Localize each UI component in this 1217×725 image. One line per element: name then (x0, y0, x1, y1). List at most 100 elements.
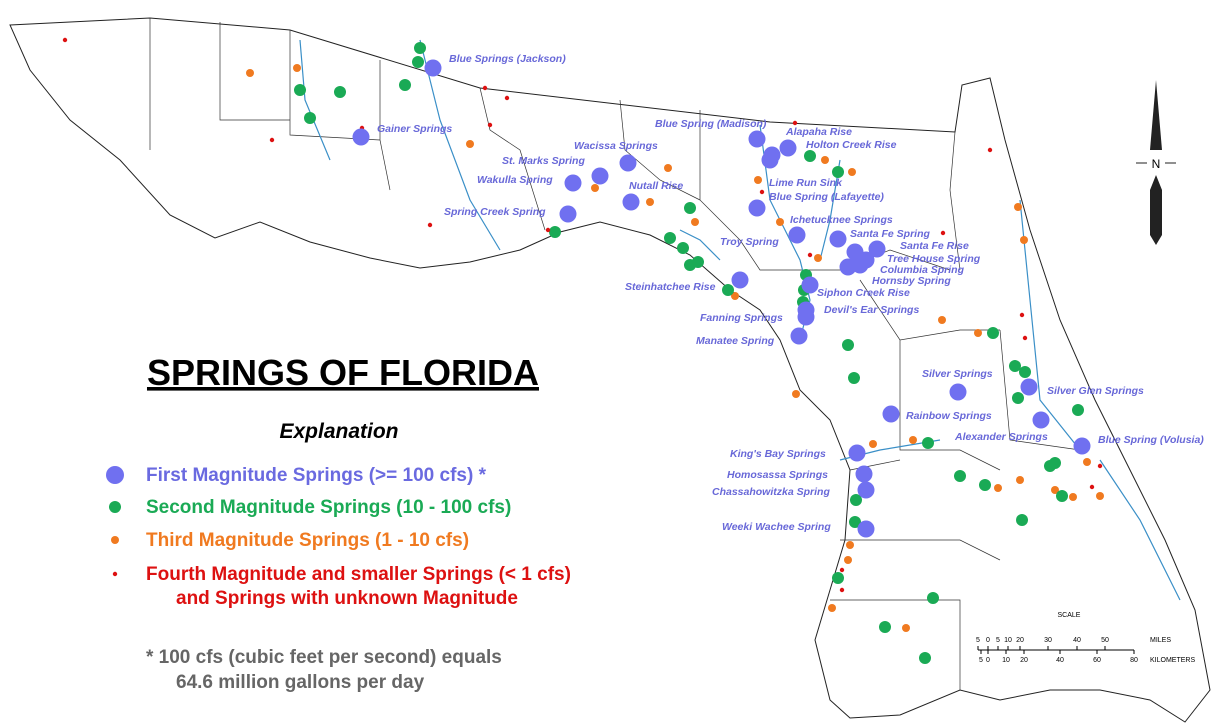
scale-label: 5 (979, 657, 983, 664)
first-magnitude-spring (564, 174, 582, 192)
spring-marker (664, 164, 672, 172)
spring-marker (848, 168, 856, 176)
spring-marker (1016, 476, 1024, 484)
spring-marker (1019, 366, 1031, 378)
spring-marker (1049, 457, 1061, 469)
legend-symbol (112, 571, 118, 577)
spring-marker (922, 437, 934, 449)
first-magnitude-spring (619, 154, 637, 172)
spring-marker (842, 339, 854, 351)
scale-label: 40 (1073, 637, 1081, 644)
spring-label: Spring Creek Spring (444, 206, 546, 218)
spring-label: Weeki Wachee Spring (722, 521, 831, 533)
spring-marker (1097, 463, 1103, 469)
spring-marker (62, 37, 68, 43)
spring-marker (664, 232, 676, 244)
spring-marker (974, 329, 982, 337)
county-line (149, 18, 1081, 690)
spring-marker (246, 69, 254, 77)
scale-label: 0 (986, 657, 990, 664)
spring-marker (792, 390, 800, 398)
spring-marker (1009, 360, 1021, 372)
first-magnitude-spring (591, 167, 609, 185)
spring-marker (1051, 486, 1059, 494)
spring-marker (482, 85, 488, 91)
spring-label: Nutall Rise (629, 180, 683, 192)
spring-marker (919, 652, 931, 664)
spring-label: Santa Fe Rise (900, 240, 969, 252)
first-magnitude-spring (352, 128, 370, 146)
first-magnitude-spring (857, 481, 875, 499)
first-magnitude-spring (424, 59, 442, 77)
spring-label: Gainer Springs (377, 123, 452, 135)
spring-marker (828, 604, 836, 612)
spring-marker (1089, 484, 1095, 490)
spring-marker (776, 218, 784, 226)
spring-label: Alapaha Rise (785, 126, 852, 138)
spring-label: Siphon Creek Rise (817, 287, 910, 299)
spring-marker (869, 440, 877, 448)
spring-label: Rainbow Springs (906, 410, 992, 422)
spring-label: Alexander Springs (954, 431, 1048, 443)
spring-marker (1083, 458, 1091, 466)
first-magnitude-spring (790, 327, 808, 345)
spring-label: Silver Springs (922, 368, 993, 380)
first-magnitude-spring (788, 226, 806, 244)
spring-marker (902, 624, 910, 632)
first-magnitude-spring (851, 256, 869, 274)
spring-marker (814, 254, 822, 262)
spring-marker (821, 156, 829, 164)
scale-title: SCALE (1058, 612, 1081, 619)
spring-marker (807, 252, 813, 258)
first-magnitude-spring (848, 444, 866, 462)
north-arrow: N (1136, 80, 1176, 245)
spring-marker (294, 84, 306, 96)
spring-label: Columbia Spring (880, 264, 965, 276)
spring-label: Devil's Ear Springs (824, 304, 919, 316)
spring-marker (646, 198, 654, 206)
spring-marker (759, 189, 765, 195)
spring-label: Silver Glen Springs (1047, 385, 1144, 397)
spring-marker (1020, 236, 1028, 244)
spring-marker (269, 137, 275, 143)
first-magnitude-spring (882, 405, 900, 423)
spring-marker (839, 587, 845, 593)
spring-label: Wacissa Springs (574, 140, 658, 152)
spring-label: Tree House Spring (887, 253, 981, 265)
spring-marker (677, 242, 689, 254)
first-magnitude-spring (801, 276, 819, 294)
spring-label: Blue Springs (Jackson) (449, 53, 566, 65)
river (299, 39, 1181, 601)
spring-marker (1022, 335, 1028, 341)
legend-label: and Springs with unknown Magnitude (176, 588, 518, 609)
spring-marker (850, 494, 862, 506)
spring-marker (684, 202, 696, 214)
spring-marker (987, 327, 999, 339)
spring-label: Homosassa Springs (727, 469, 828, 481)
spring-label: Manatee Spring (696, 335, 775, 347)
arrow-head (1150, 80, 1162, 150)
map-title: SPRINGS OF FLORIDA (147, 352, 539, 393)
spring-label: Troy Spring (720, 236, 779, 248)
spring-marker (846, 541, 854, 549)
scale-unit: KILOMETERS (1150, 657, 1195, 664)
first-magnitude-spring (949, 383, 967, 401)
spring-marker (504, 95, 510, 101)
spring-marker (848, 372, 860, 384)
scale-label: 0 (986, 637, 990, 644)
scale-unit: MILES (1150, 637, 1171, 644)
legend-symbol (106, 466, 124, 484)
spring-marker (545, 227, 551, 233)
spring-label: Chassahowitzka Spring (712, 486, 830, 498)
scale-label: 20 (1016, 637, 1024, 644)
spring-marker (487, 122, 493, 128)
spring-label: Blue Spring (Madison) (655, 118, 767, 130)
first-magnitude-spring (797, 301, 815, 319)
spring-marker (1012, 392, 1024, 404)
scale-label: 10 (1004, 637, 1012, 644)
spring-label: St. Marks Spring (502, 155, 585, 167)
spring-marker (1056, 490, 1068, 502)
scale-label: 50 (1101, 637, 1109, 644)
